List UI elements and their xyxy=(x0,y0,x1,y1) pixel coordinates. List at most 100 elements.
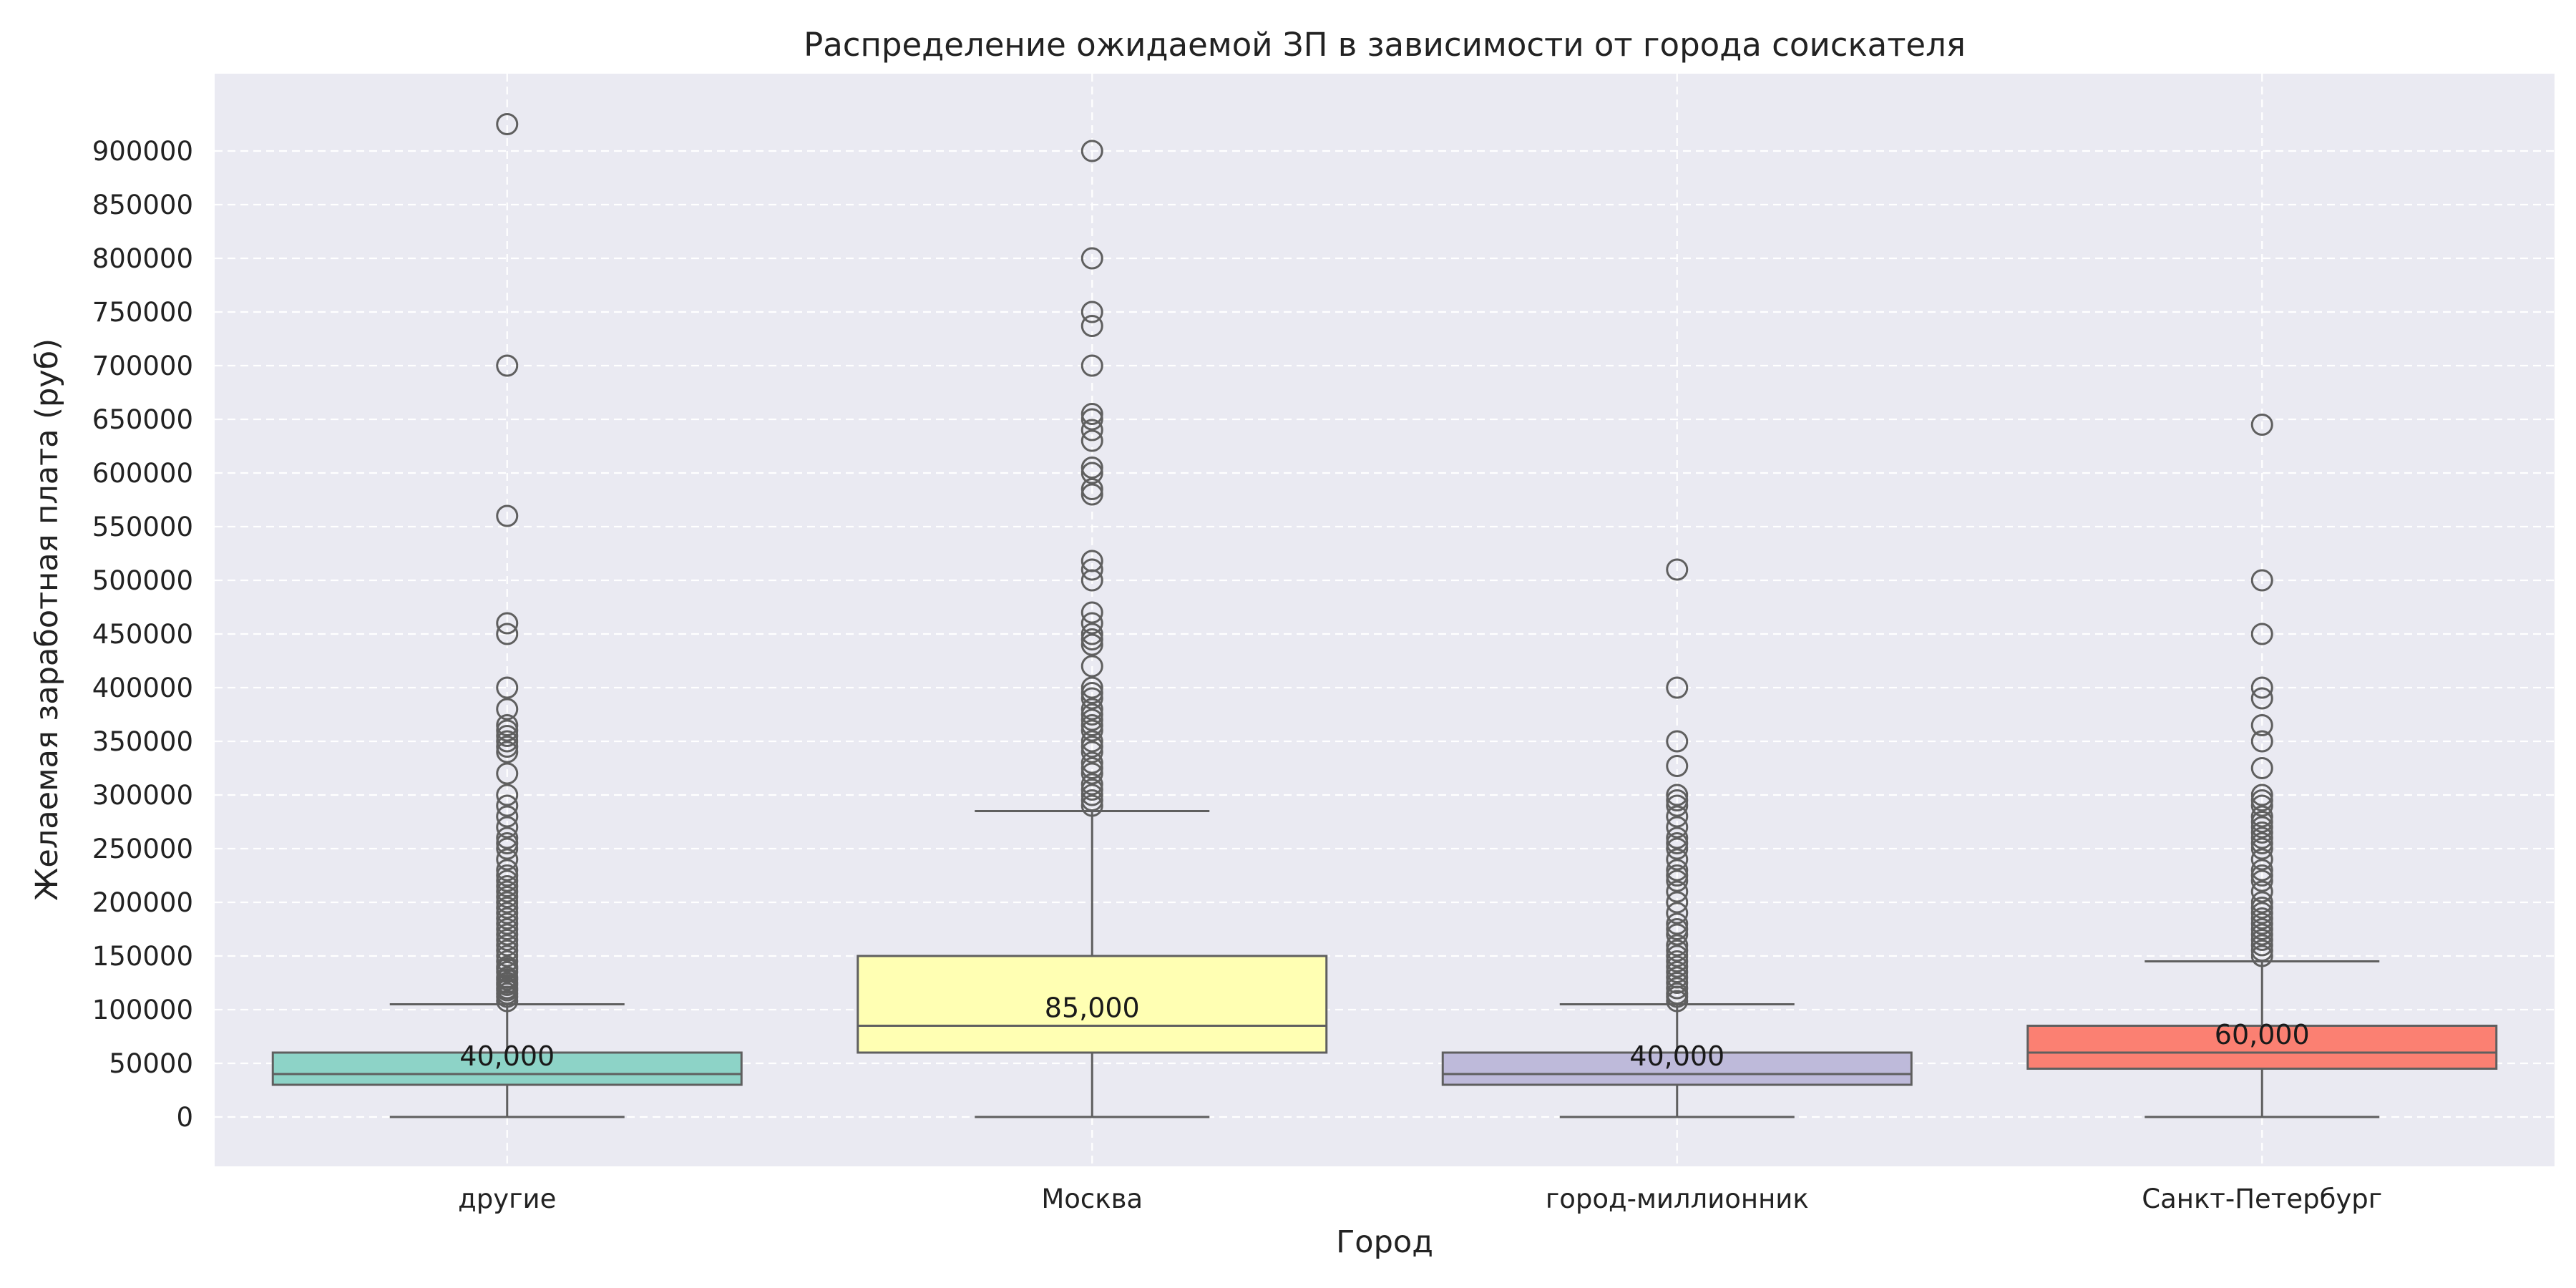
box-group: 60,000 xyxy=(2026,414,2498,1118)
outlier-point xyxy=(496,891,519,914)
outlier-point xyxy=(496,859,519,882)
outlier-point xyxy=(496,955,519,978)
outlier-point xyxy=(496,725,519,747)
outlier-point xyxy=(496,875,519,897)
outlier-point xyxy=(1080,703,1103,726)
outlier-point xyxy=(1666,794,1689,817)
y-axis-label: Желаемая заработная плата (руб) xyxy=(29,338,65,901)
box-series: 40,000 85,000 40,000 60,000 xyxy=(271,113,2498,1118)
outlier-point xyxy=(496,934,519,957)
x-tick-label: Москва xyxy=(1041,1184,1143,1214)
outlier-point xyxy=(496,816,519,839)
outlier-point xyxy=(496,897,519,919)
outlier-point xyxy=(496,794,519,817)
outlier-point xyxy=(1080,757,1103,779)
outlier-point xyxy=(1666,891,1689,914)
outlier-point xyxy=(1080,719,1103,742)
outlier-point xyxy=(1080,773,1103,796)
outlier-point xyxy=(496,848,519,871)
outlier-point xyxy=(1080,628,1103,650)
y-tick-label: 150000 xyxy=(92,941,193,972)
outlier-point xyxy=(496,736,519,758)
outlier-point xyxy=(2250,789,2273,811)
outlier-point xyxy=(1666,837,1689,860)
outlier-point xyxy=(1080,419,1103,441)
outlier-point xyxy=(1080,601,1103,624)
outlier-point xyxy=(2250,714,2273,736)
outlier-point xyxy=(1666,950,1689,972)
y-tick-label: 200000 xyxy=(92,887,193,918)
outlier-point xyxy=(2250,826,2273,849)
outlier-point xyxy=(496,698,519,721)
outlier-point xyxy=(1666,784,1689,806)
median-label: 40,000 xyxy=(459,1040,555,1072)
y-axis-ticks: 0 50000 100000 150000 200000 250000 300000 3500… xyxy=(92,136,193,1133)
outlier-point xyxy=(2250,832,2273,854)
y-tick-label: 900000 xyxy=(92,136,193,167)
outlier-point xyxy=(496,923,519,946)
outlier-point xyxy=(1666,789,1689,811)
outlier-point xyxy=(496,826,519,849)
y-tick-label: 500000 xyxy=(92,565,193,596)
outlier-point xyxy=(496,623,519,645)
outlier-point xyxy=(1080,623,1103,645)
outlier-point xyxy=(2250,891,2273,914)
outlier-point xyxy=(1080,698,1103,721)
outlier-point xyxy=(2250,805,2273,828)
outlier-point xyxy=(1666,880,1689,903)
outlier-point xyxy=(1666,869,1689,892)
outlier-point xyxy=(1666,955,1689,978)
box-iqr xyxy=(857,955,1328,1054)
outlier-point xyxy=(496,918,519,940)
outlier-point xyxy=(1080,779,1103,801)
outlier-point xyxy=(1666,923,1689,946)
x-tick-label: Санкт-Петербург xyxy=(2142,1184,2382,1214)
outlier-point xyxy=(1080,301,1103,323)
outlier-point xyxy=(496,832,519,854)
outlier-point xyxy=(2250,945,2273,967)
outlier-point xyxy=(1080,789,1103,811)
outlier-point xyxy=(1080,708,1103,731)
outlier-point xyxy=(1080,762,1103,785)
y-tick-label: 0 xyxy=(176,1102,193,1133)
y-tick-label: 300000 xyxy=(92,780,193,811)
plot-area xyxy=(215,74,2555,1166)
outlier-point xyxy=(1080,550,1103,572)
box-group: 40,000 xyxy=(1441,558,1913,1118)
y-tick-label: 50000 xyxy=(109,1048,193,1079)
outlier-point xyxy=(2250,902,2273,924)
box-iqr xyxy=(2026,1025,2498,1070)
outlier-point xyxy=(1666,977,1689,1000)
outlier-point xyxy=(1080,794,1103,817)
outlier-point xyxy=(1080,247,1103,270)
y-tick-label: 350000 xyxy=(92,726,193,757)
outlier-point xyxy=(2250,869,2273,892)
outlier-point xyxy=(1666,934,1689,957)
outlier-point xyxy=(1080,736,1103,758)
outlier-point xyxy=(2250,757,2273,779)
outlier-point xyxy=(1666,805,1689,828)
outlier-point xyxy=(1080,403,1103,425)
outlier-point xyxy=(496,676,519,699)
y-tick-label: 750000 xyxy=(92,297,193,328)
x-tick-label: другие xyxy=(458,1184,556,1214)
outlier-point xyxy=(496,837,519,860)
outlier-point xyxy=(1080,354,1103,377)
outlier-point xyxy=(1080,687,1103,710)
outlier-point xyxy=(1080,655,1103,678)
outlier-point xyxy=(496,741,519,763)
outlier-point xyxy=(1666,961,1689,983)
outlier-point xyxy=(2250,821,2273,844)
y-tick-label: 550000 xyxy=(92,512,193,542)
outlier-point xyxy=(2250,940,2273,962)
outlier-point xyxy=(2250,811,2273,833)
outlier-point xyxy=(496,945,519,967)
outlier-point xyxy=(1080,633,1103,656)
outlier-point xyxy=(1080,140,1103,162)
outlier-point xyxy=(2250,859,2273,882)
outlier-point xyxy=(2250,569,2273,592)
y-tick-label: 250000 xyxy=(92,834,193,864)
outlier-point xyxy=(1666,826,1689,849)
outlier-point xyxy=(1666,816,1689,839)
outlier-point xyxy=(496,940,519,962)
